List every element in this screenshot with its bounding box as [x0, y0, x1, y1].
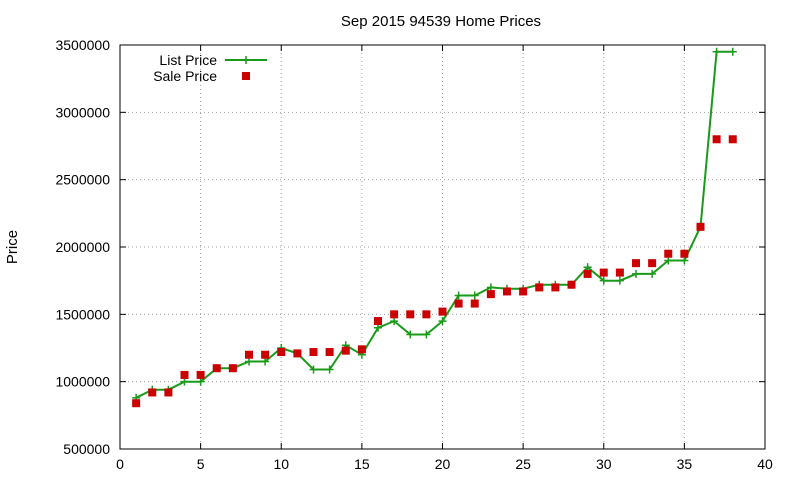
sale-price-point [438, 307, 447, 316]
list-price-point [712, 47, 721, 56]
sale-price-point [454, 299, 463, 308]
sale-price-point [277, 348, 286, 357]
y-axis-label: Price [4, 230, 21, 264]
list-price-point [648, 269, 657, 278]
list-price-point [728, 47, 737, 56]
list-price-point [196, 377, 205, 386]
y-tick-label: 2000000 [55, 239, 110, 255]
y-tick-label: 1500000 [55, 306, 110, 322]
chart-title: Sep 2015 94539 Home Prices [341, 13, 541, 30]
y-tick-label: 500000 [63, 441, 110, 457]
list-price-point [325, 365, 334, 374]
list-price-point [242, 56, 250, 64]
sale-price-point [180, 370, 189, 379]
list-price-point [486, 283, 495, 292]
list-price-point [261, 357, 270, 366]
y-tick-label: 3500000 [55, 37, 110, 53]
list-price-point [599, 276, 608, 285]
sale-price-point [293, 349, 302, 358]
x-tick-label: 0 [116, 456, 124, 472]
list-price-point [583, 263, 592, 272]
sale-price-point [728, 135, 737, 144]
legend-label: Sale Price [153, 68, 217, 84]
sale-price-point [583, 269, 592, 278]
list-price-point [664, 256, 673, 265]
list-price-point [470, 291, 479, 300]
sale-price-point [325, 348, 334, 357]
x-tick-label: 20 [435, 456, 451, 472]
list-price-point [374, 323, 382, 332]
legend-swatch-square [242, 72, 250, 80]
sale-price-point [712, 135, 721, 144]
sale-price-point [680, 249, 689, 258]
list-price-point [632, 269, 640, 278]
sale-price-point [357, 345, 366, 354]
sale-price-point [567, 280, 576, 289]
x-tick-label: 5 [197, 456, 205, 472]
sale-price-point [212, 364, 221, 373]
sale-price-point [632, 259, 640, 268]
sale-price-point [374, 317, 382, 326]
sale-price-point [551, 283, 560, 292]
list-price-point [309, 365, 318, 374]
y-tick-label: 2500000 [55, 172, 110, 188]
list-price-line [135, 50, 733, 399]
sale-price-point [245, 350, 253, 359]
plot-frame [119, 44, 766, 450]
sale-price-point [422, 310, 431, 319]
x-tick-label: 15 [354, 456, 370, 472]
sale-price-point [615, 268, 624, 277]
legend-label: List Price [159, 52, 217, 68]
sale-price-point [470, 299, 479, 308]
list-price-point [390, 317, 399, 326]
sale-price-point [196, 370, 205, 379]
x-tick-label: 25 [515, 456, 531, 472]
sale-price-point [664, 249, 673, 258]
series-layer [132, 47, 737, 408]
sale-price-point [599, 268, 608, 277]
list-price-point [180, 377, 189, 386]
grid-lines [120, 45, 765, 449]
list-price-point [615, 276, 624, 285]
sale-price-point [648, 259, 657, 268]
list-price-point [245, 357, 253, 366]
sale-price-point [309, 348, 318, 357]
x-tick-label: 35 [677, 456, 693, 472]
sale-price-point [341, 346, 350, 355]
sale-price-point [164, 388, 173, 397]
list-price-point [422, 330, 431, 339]
sale-price-point [535, 283, 544, 292]
sale-price-point [519, 287, 528, 296]
list-price-point [406, 330, 415, 339]
sale-price-point [390, 310, 399, 319]
sale-price-point [486, 290, 495, 299]
list-price-point [438, 317, 447, 326]
sale-price-point [132, 399, 141, 408]
sale-price-point [261, 350, 270, 359]
sale-price-point [406, 310, 415, 319]
y-tick-label: 3000000 [55, 104, 110, 120]
sale-price-point [228, 364, 237, 373]
x-tick-label: 30 [596, 456, 612, 472]
x-tick-label: 10 [273, 456, 289, 472]
x-tick-label: 40 [757, 456, 773, 472]
list-price-point [680, 256, 689, 265]
list-price-point [454, 291, 463, 300]
sale-price-point [503, 287, 511, 296]
y-tick-label: 1000000 [55, 374, 110, 390]
axis-ticks: 0 5 10 15 20 25 30 35 40 500000 1000000 1500000 2000… [55, 37, 773, 472]
sale-price-point [696, 222, 705, 231]
sale-price-point [148, 388, 157, 397]
